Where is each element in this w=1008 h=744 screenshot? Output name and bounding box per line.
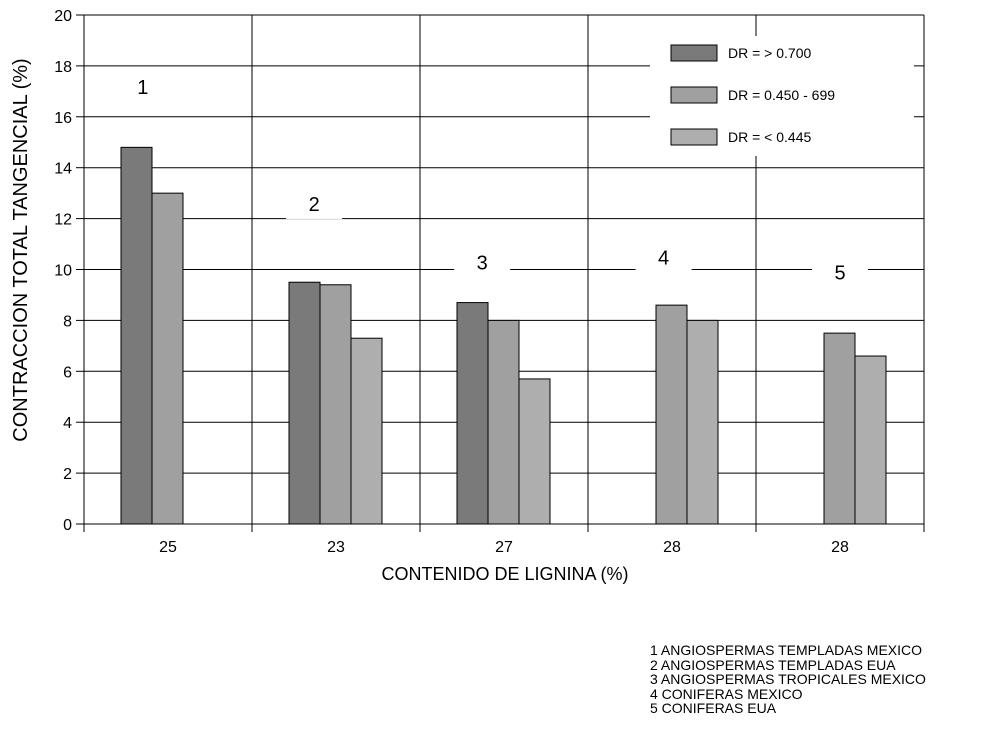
bar-series-2: [823, 332, 856, 525]
footnote-1: 1 ANGIOSPERMAS TEMPLADAS MEXICO: [650, 642, 923, 658]
x-axis-title: CONTENIDO DE LIGNINA (%): [381, 564, 628, 584]
y-tick-label: 8: [63, 313, 72, 330]
group-label-bg: [635, 242, 692, 273]
x-tick-label: 28: [831, 539, 849, 556]
group-label-bg: [454, 247, 511, 278]
legend-label: DR = < 0.445: [728, 129, 811, 145]
group-footnotes: 1 ANGIOSPERMAS TEMPLADAS MEXICO 2 ANGIOS…: [650, 643, 926, 716]
x-tick-label: 23: [327, 539, 345, 556]
y-tick-label: 4: [63, 415, 72, 432]
y-tick-label: 0: [63, 517, 72, 534]
y-tick-label: 6: [63, 364, 72, 381]
bar-series-1: [456, 302, 489, 525]
legend-swatch: [670, 86, 718, 104]
bar-series-3: [350, 337, 383, 525]
y-axis-title: CONTRACCION TOTAL TANGENCIAL (%): [10, 58, 32, 441]
y-tick-label: 12: [54, 212, 72, 229]
x-tick-label: 27: [495, 539, 513, 556]
x-tick-label: 25: [159, 539, 177, 556]
bar-series-2: [487, 319, 520, 525]
bars: 1 2 3 4 5: [120, 77, 887, 525]
y-tick-label: 16: [54, 110, 72, 127]
legend: DR = > 0.700 DR = 0.450 - 699 DR = < 0.445: [650, 36, 914, 156]
y-tick-label: 10: [54, 263, 72, 280]
group-label-bg: [812, 257, 868, 288]
bar-series-3: [686, 319, 719, 525]
bar-series-1: [288, 281, 321, 525]
y-tick-label: 18: [54, 59, 72, 76]
legend-swatch: [670, 44, 718, 62]
y-tick-label: 20: [54, 8, 72, 25]
footnote-2: 2 ANGIOSPERMAS TEMPLADAS EUA: [650, 656, 896, 673]
bar-series-2: [319, 284, 352, 525]
y-tick-label: 2: [63, 466, 72, 483]
legend-label: DR = 0.450 - 699: [728, 87, 835, 103]
group-label: 4: [658, 247, 669, 269]
group-label-bg: [286, 188, 343, 219]
group-label: 5: [834, 263, 845, 285]
group-label-bg: [114, 71, 171, 102]
footnote-3: 3 ANGIOSPERMAS TROPICALES MEXICO: [650, 671, 926, 687]
bar-series-2: [655, 304, 688, 525]
bar-series-1: [120, 146, 153, 525]
bar-series-3: [854, 355, 887, 525]
bar-series-2: [151, 192, 184, 525]
y-tick-label: 14: [54, 161, 72, 178]
group-label: 2: [309, 194, 320, 216]
footnote-4: 4 CONIFERAS MEXICO: [650, 685, 803, 702]
legend-swatch: [670, 128, 718, 146]
footnote-5: 5 CONIFERAS EUA: [650, 700, 777, 716]
bar-series-3: [518, 378, 551, 525]
group-label: 3: [477, 253, 488, 275]
x-tick-label: 28: [663, 539, 681, 556]
legend-label: DR = > 0.700: [728, 45, 811, 61]
group-label: 1: [137, 77, 148, 99]
